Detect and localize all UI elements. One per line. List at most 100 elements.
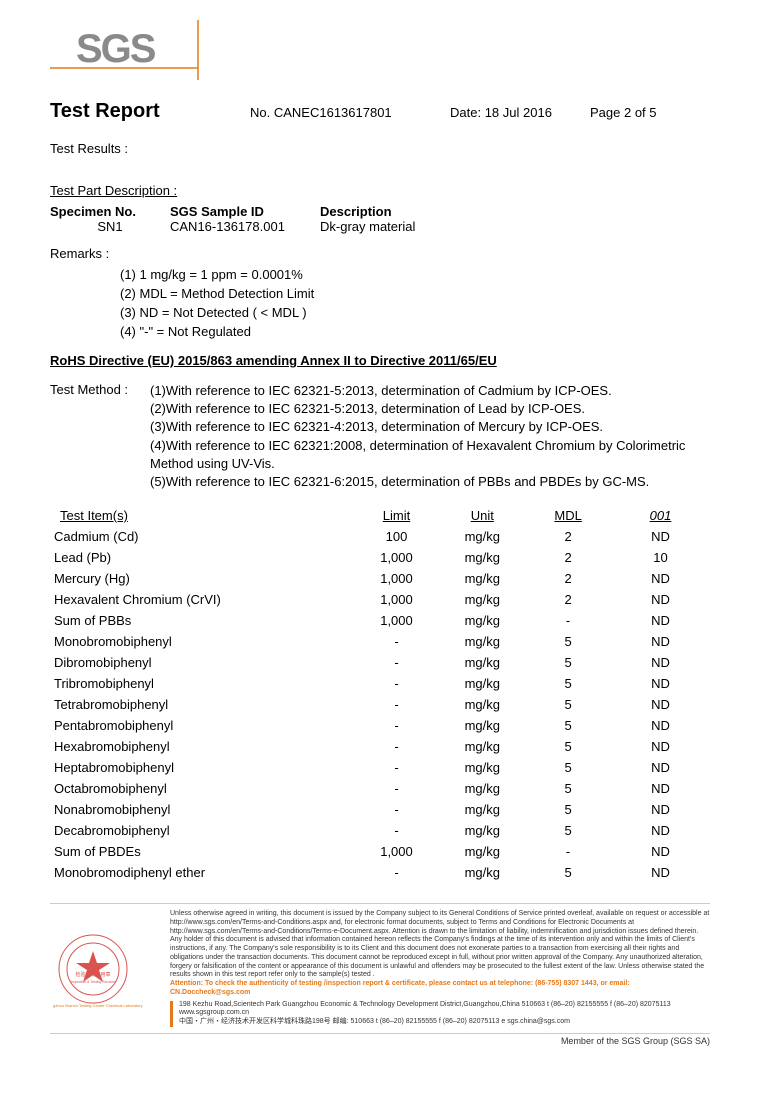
cell-limit: - xyxy=(354,694,440,715)
cell-limit: 100 xyxy=(354,526,440,547)
cell-unit: mg/kg xyxy=(439,736,525,757)
cell-item: Monobromobiphenyl xyxy=(50,631,354,652)
member-line: Member of the SGS Group (SGS SA) xyxy=(50,1033,710,1046)
cell-limit: - xyxy=(354,757,440,778)
logo: SGS xyxy=(50,20,710,80)
test-method-block: Test Method : (1)With reference to IEC 6… xyxy=(50,382,710,491)
cell-unit: mg/kg xyxy=(439,715,525,736)
report-date: Date: 18 Jul 2016 xyxy=(450,105,590,120)
cell-item: Nonabromobiphenyl xyxy=(50,799,354,820)
cell-unit: mg/kg xyxy=(439,526,525,547)
cell-unit: mg/kg xyxy=(439,757,525,778)
remark-item: (4) "-" = Not Regulated xyxy=(120,324,710,339)
cell-mdl: 5 xyxy=(525,715,611,736)
footer-address: 198 Kezhu Road,Scientech Park Guangzhou … xyxy=(170,1001,710,1027)
cell-mdl: 5 xyxy=(525,799,611,820)
table-row: Hexabromobiphenyl-mg/kg5ND xyxy=(50,736,710,757)
disclaimer: Unless otherwise agreed in writing, this… xyxy=(170,910,710,980)
table-row: Heptabromobiphenyl-mg/kg5ND xyxy=(50,757,710,778)
cell-limit: - xyxy=(354,799,440,820)
cell-result: ND xyxy=(611,799,710,820)
specimen-header: Specimen No. SGS Sample ID Description xyxy=(50,204,710,219)
cell-result: ND xyxy=(611,736,710,757)
cell-item: Pentabromobiphenyl xyxy=(50,715,354,736)
cell-item: Tribromobiphenyl xyxy=(50,673,354,694)
cell-unit: mg/kg xyxy=(439,610,525,631)
table-row: Sum of PBDEs1,000mg/kg-ND xyxy=(50,841,710,862)
header-row: Test Report No. CANEC1613617801 Date: 18… xyxy=(50,100,710,123)
cell-mdl: 2 xyxy=(525,547,611,568)
test-method-label: Test Method : xyxy=(50,382,150,491)
cell-mdl: 5 xyxy=(525,820,611,841)
cell-item: Hexabromobiphenyl xyxy=(50,736,354,757)
specimen-no: SN1 xyxy=(50,219,170,234)
page-number: Page 2 of 5 xyxy=(590,105,657,120)
specimen-desc: Dk-gray material xyxy=(320,219,710,234)
attention: Attention: To check the authenticity of … xyxy=(170,980,710,998)
cell-limit: - xyxy=(354,778,440,799)
cell-item: Octabromobiphenyl xyxy=(50,778,354,799)
table-row: Nonabromobiphenyl-mg/kg5ND xyxy=(50,799,710,820)
cell-unit: mg/kg xyxy=(439,631,525,652)
cell-item: Cadmium (Cd) xyxy=(50,526,354,547)
cell-limit: - xyxy=(354,631,440,652)
method-item: (3)With reference to IEC 62321-4:2013, d… xyxy=(150,418,710,436)
cell-item: Sum of PBDEs xyxy=(50,841,354,862)
cell-result: ND xyxy=(611,589,710,610)
cell-limit: - xyxy=(354,652,440,673)
doc-number: No. CANEC1613617801 xyxy=(250,105,450,120)
cell-item: Lead (Pb) xyxy=(50,547,354,568)
orange-bar-icon xyxy=(170,1001,173,1027)
table-row: Hexavalent Chromium (CrVI)1,000mg/kg2ND xyxy=(50,589,710,610)
cell-mdl: 2 xyxy=(525,589,611,610)
cell-limit: - xyxy=(354,820,440,841)
rohs-title: RoHS Directive (EU) 2015/863 amending An… xyxy=(50,353,710,368)
table-row: Monobromobiphenyl-mg/kg5ND xyxy=(50,631,710,652)
cell-result: ND xyxy=(611,862,710,883)
addr-cn: 中国・广州・经济技术开发区科学城科珠路198号 邮编: 510663 t (86… xyxy=(179,1018,710,1027)
cell-result: ND xyxy=(611,820,710,841)
col-limit: Limit xyxy=(354,505,440,526)
cell-item: Decabromobiphenyl xyxy=(50,820,354,841)
specimen-row: SN1 CAN16-136178.001 Dk-gray material xyxy=(50,219,710,234)
cell-result: ND xyxy=(611,568,710,589)
cell-item: Hexavalent Chromium (CrVI) xyxy=(50,589,354,610)
cell-unit: mg/kg xyxy=(439,694,525,715)
cell-limit: 1,000 xyxy=(354,568,440,589)
cell-limit: 1,000 xyxy=(354,589,440,610)
cell-mdl: 5 xyxy=(525,694,611,715)
cell-result: ND xyxy=(611,631,710,652)
sgs-sample-id: CAN16-136178.001 xyxy=(170,219,320,234)
svg-text:检验检测专用章: 检验检测专用章 xyxy=(75,971,110,978)
cell-result: ND xyxy=(611,778,710,799)
cell-mdl: - xyxy=(525,610,611,631)
cell-mdl: 5 xyxy=(525,736,611,757)
footer-text: Unless otherwise agreed in writing, this… xyxy=(170,910,710,1027)
col-test-items: Test Item(s) xyxy=(50,505,354,526)
col-result: 001 xyxy=(611,505,710,526)
method-item: (5)With reference to IEC 62321-6:2015, d… xyxy=(150,473,710,491)
cell-mdl: 5 xyxy=(525,631,611,652)
col-unit: Unit xyxy=(439,505,525,526)
cell-limit: - xyxy=(354,862,440,883)
cell-item: Tetrabromobiphenyl xyxy=(50,694,354,715)
cell-limit: 1,000 xyxy=(354,610,440,631)
results-table: Test Item(s) Limit Unit MDL 001 Cadmium … xyxy=(50,505,710,883)
remarks-label: Remarks : xyxy=(50,246,710,261)
cell-unit: mg/kg xyxy=(439,547,525,568)
cell-result: ND xyxy=(611,757,710,778)
table-row: Mercury (Hg)1,000mg/kg2ND xyxy=(50,568,710,589)
addr-en: 198 Kezhu Road,Scientech Park Guangzhou … xyxy=(179,1001,710,1019)
svg-text:Guangzhou Branch Testing Cente: Guangzhou Branch Testing Center Chemical… xyxy=(53,1003,143,1008)
cell-unit: mg/kg xyxy=(439,862,525,883)
cell-item: Heptabromobiphenyl xyxy=(50,757,354,778)
cell-result: ND xyxy=(611,841,710,862)
cell-mdl: - xyxy=(525,841,611,862)
cell-unit: mg/kg xyxy=(439,652,525,673)
col-sgs-id: SGS Sample ID xyxy=(170,204,320,219)
cell-unit: mg/kg xyxy=(439,799,525,820)
test-method-text: (1)With reference to IEC 62321-5:2013, d… xyxy=(150,382,710,491)
cell-limit: 1,000 xyxy=(354,547,440,568)
cell-unit: mg/kg xyxy=(439,589,525,610)
test-part-desc-label: Test Part Description : xyxy=(50,183,710,198)
